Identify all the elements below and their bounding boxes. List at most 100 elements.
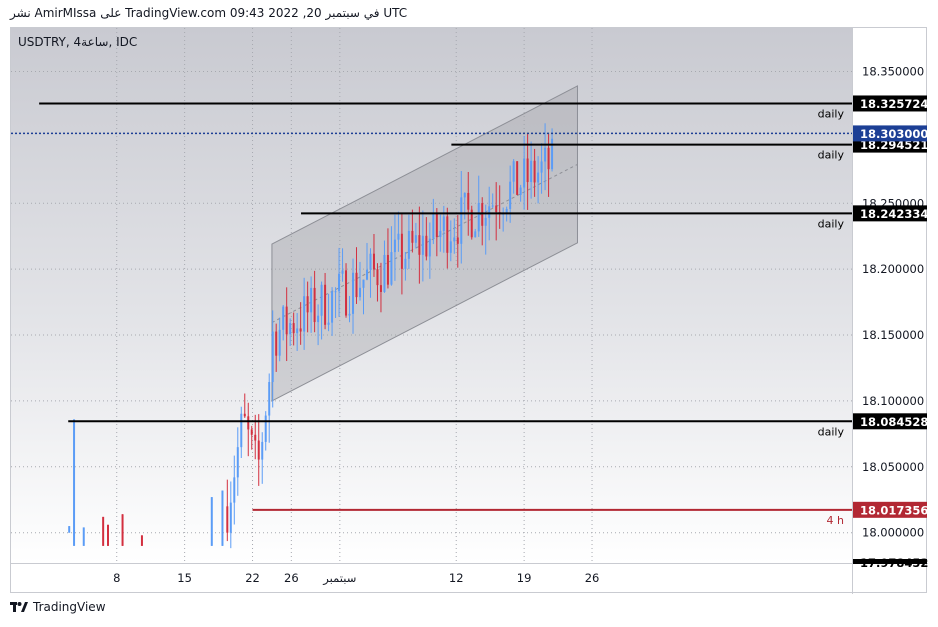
candle-body — [446, 216, 449, 253]
candle-body — [442, 216, 445, 231]
candle-body — [140, 535, 143, 546]
candle-body — [68, 526, 71, 533]
candle-body — [523, 158, 526, 188]
candle-body — [372, 253, 375, 270]
candle-body — [362, 279, 365, 288]
candle-body — [463, 192, 466, 198]
symbol-label: USDTRY, 4ساعة, IDC — [18, 35, 137, 49]
level-price-badge-text: 18.242334 — [860, 207, 928, 221]
candle-body — [243, 413, 246, 417]
candle-body — [306, 296, 309, 313]
candle-body — [512, 161, 515, 182]
bottom-price-badge — [853, 559, 927, 564]
candle-body — [264, 415, 267, 442]
candle-body — [233, 477, 236, 503]
candle-body — [82, 527, 85, 546]
candle-body — [254, 434, 257, 441]
candle-body — [460, 197, 463, 244]
candle-body — [547, 147, 550, 170]
candle-body — [102, 516, 105, 546]
level-price-badge — [853, 205, 927, 222]
candle-body — [453, 237, 456, 242]
candle-body — [526, 158, 529, 183]
candle-body — [509, 181, 512, 209]
candle-body — [229, 502, 232, 533]
candle-body — [519, 187, 522, 195]
candle-body — [439, 230, 442, 238]
level-price-badge — [853, 501, 927, 518]
candle-body — [449, 241, 452, 253]
y-tick-label: 18.200000 — [862, 262, 924, 276]
x-tick-label: 26 — [284, 571, 299, 585]
candle-body — [107, 524, 109, 546]
candle-body — [435, 212, 438, 238]
candle-body — [516, 161, 519, 195]
x-tick-label: 8 — [113, 571, 120, 585]
footer-brand: TradingView — [10, 600, 106, 614]
level-timeframe-label: daily — [818, 425, 845, 438]
candle-body — [271, 331, 274, 383]
level-timeframe-label: daily — [818, 149, 845, 162]
current-price-badge — [853, 125, 927, 142]
candle-body — [397, 233, 400, 240]
y-tick-label: 18.000000 — [862, 526, 924, 540]
candle-body — [544, 147, 547, 162]
tradingview-logo-icon — [10, 602, 28, 612]
candle-body — [268, 382, 271, 416]
level-price-badge-text: 18.294521 — [860, 138, 928, 152]
x-tick-label: 26 — [585, 571, 600, 585]
candle-body — [338, 273, 341, 292]
candle-body — [210, 497, 213, 546]
candle-body — [313, 287, 316, 323]
candle-body — [404, 258, 407, 269]
candle-body — [73, 419, 76, 546]
candle-body — [425, 235, 428, 257]
y-tick-label: 18.350000 — [862, 64, 924, 78]
candle-body — [470, 209, 473, 238]
candle-body — [278, 329, 281, 356]
candle-body — [551, 138, 554, 170]
footer-brand-text: TradingView — [33, 600, 106, 614]
candle-body — [352, 272, 355, 314]
candle-body — [236, 447, 239, 478]
candle-body — [530, 160, 533, 183]
chart-publish-header: نشر AmirMIssa على TradingView.com 09:43 … — [10, 6, 408, 20]
candle-body — [393, 239, 396, 253]
candle-body — [240, 413, 243, 448]
candle-body — [428, 238, 431, 257]
chart-frame[interactable]: daily daily daily daily 4 h 18.350000 18.2500… — [10, 27, 928, 594]
candle-body — [365, 269, 368, 280]
level-timeframe-label: daily — [818, 217, 845, 230]
level-price-badge — [853, 95, 927, 112]
candle-body — [221, 490, 224, 546]
candle-body — [432, 212, 435, 239]
candle-body — [285, 306, 288, 335]
candle-body — [121, 514, 124, 546]
candle-body — [226, 506, 229, 533]
candle-body — [282, 306, 285, 330]
y-tick-label: 18.050000 — [862, 460, 924, 474]
candle-body — [477, 203, 480, 232]
candle-body — [537, 172, 540, 183]
candle-body — [320, 284, 323, 316]
level-timeframe-label: 4 h — [827, 514, 844, 527]
y-tick-label: 18.100000 — [862, 394, 924, 408]
level-timeframe-label: daily — [818, 107, 845, 120]
candle-body — [421, 235, 424, 255]
x-tick-label: 15 — [177, 571, 192, 585]
candle-body — [495, 205, 498, 213]
candle-body — [359, 287, 362, 298]
candle-body — [491, 205, 494, 207]
level-price-badge-text: 18.017356 — [860, 503, 928, 517]
candle-body — [317, 315, 320, 323]
candle-body — [324, 284, 327, 325]
candle-body — [275, 331, 278, 356]
candle-body — [257, 440, 260, 460]
candle-body — [334, 291, 337, 293]
candle-body — [407, 230, 410, 259]
candle-body — [327, 322, 330, 325]
candle-body — [481, 203, 484, 226]
candle-body — [383, 254, 386, 292]
candle-body — [369, 253, 372, 270]
